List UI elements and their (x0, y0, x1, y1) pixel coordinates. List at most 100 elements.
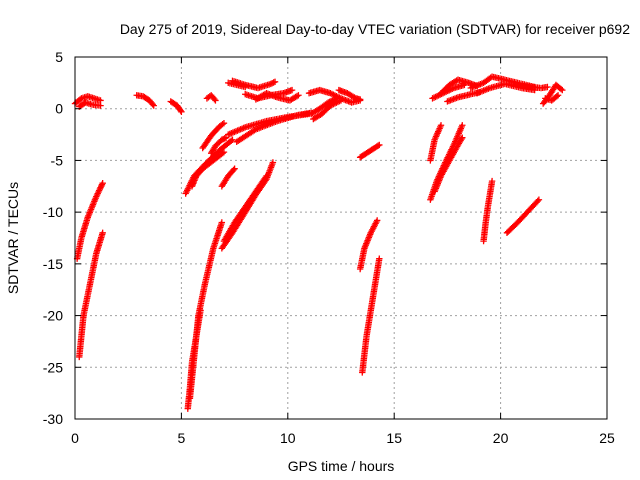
data-point (219, 149, 226, 157)
data-point (269, 159, 277, 166)
series-arc-06 (167, 98, 185, 116)
data-point (437, 122, 445, 129)
data-point (288, 86, 296, 94)
series-arc-12 (207, 134, 230, 157)
x-tick-label: 25 (599, 430, 615, 446)
series-arc-01 (71, 93, 104, 107)
series-arc-10 (188, 148, 228, 190)
y-tick-label: 5 (55, 49, 63, 65)
series-arc-40 (503, 196, 543, 237)
data-point (534, 197, 541, 205)
data-point (220, 135, 227, 143)
data-point (242, 83, 249, 91)
y-tick-label: -10 (43, 204, 63, 220)
series-arc-29 (359, 255, 383, 376)
data-point (99, 229, 106, 237)
data-point (268, 80, 276, 87)
data-point (293, 92, 301, 100)
data-point (99, 179, 106, 187)
series-arc-30 (427, 122, 445, 164)
data-point (97, 102, 104, 109)
series-arc-23 (305, 86, 364, 106)
y-tick-label: -25 (43, 359, 63, 375)
y-tick-label: -20 (43, 308, 63, 324)
data-point (212, 97, 219, 104)
data-point (149, 101, 156, 108)
y-tick-label: -30 (43, 411, 63, 427)
series-arc-22 (252, 90, 302, 104)
data-point (535, 196, 543, 203)
x-axis-title: GPS time / hours (288, 458, 395, 474)
data-point (337, 97, 345, 104)
data-point (458, 135, 465, 143)
data-point (178, 108, 185, 116)
series-arc-25 (308, 95, 340, 118)
data-point (218, 219, 226, 226)
series-arc-11 (199, 119, 228, 152)
y-tick-label: 0 (55, 101, 63, 117)
data-point (229, 136, 236, 143)
series-arc-08 (186, 219, 226, 402)
series-arc-28 (356, 217, 381, 273)
data-point (356, 96, 364, 103)
series-arc-39 (480, 177, 496, 245)
data-point (330, 96, 338, 103)
axis-ticks (74, 56, 608, 420)
data-point (373, 217, 381, 224)
x-tick-label: 10 (280, 430, 296, 446)
data-point (553, 93, 560, 100)
data-point (263, 172, 270, 180)
series-arc-35 (444, 88, 483, 105)
y-tick-label: -5 (51, 152, 64, 168)
series-arc-18 (233, 109, 315, 146)
series-arc-32 (431, 134, 466, 195)
data-point (332, 95, 339, 103)
data-point (326, 98, 333, 106)
y-tick-label: -15 (43, 256, 63, 272)
data-point (227, 137, 235, 144)
data-point (220, 119, 228, 127)
y-tick-labels: 5 0 -5 -10 -15 -20 -25 -30 (43, 49, 63, 427)
data-point (554, 92, 562, 99)
x-tick-label: 0 (71, 430, 79, 446)
data-point (351, 94, 358, 101)
data-point (329, 97, 336, 104)
data-point (267, 80, 274, 88)
data-point (218, 136, 226, 143)
series-arc-03 (73, 179, 106, 262)
plot-frame (74, 56, 608, 420)
data-point (211, 95, 218, 103)
series-arc-27 (356, 141, 383, 161)
series-arc-42 (542, 92, 562, 104)
data-point (488, 177, 496, 185)
x-tick-label: 15 (386, 430, 402, 446)
x-tick-label: 5 (178, 430, 186, 446)
y-axis-title: SDTVAR / TECUs (5, 182, 21, 294)
data-point (544, 83, 551, 91)
data-point (376, 141, 383, 149)
data-point (559, 86, 566, 94)
x-tick-labels: 0 5 10 15 20 25 (71, 430, 615, 446)
data-point (220, 148, 228, 156)
series-arc-16 (220, 172, 270, 245)
data-point (557, 85, 565, 93)
data-point (177, 107, 184, 114)
data-point (271, 78, 279, 86)
chart-title: Day 275 of 2019, Sidereal Day-to-day VTE… (120, 21, 630, 37)
data-point (270, 79, 277, 86)
data-point (295, 92, 302, 99)
series-arc-14 (218, 165, 238, 190)
grid (75, 57, 607, 419)
data-point (459, 134, 466, 141)
x-tick-label: 20 (493, 430, 509, 446)
data-point (230, 166, 237, 174)
data-point (262, 174, 269, 181)
series-arc-13 (203, 92, 219, 104)
series-arc-04 (76, 229, 106, 361)
series-arc-38 (518, 82, 551, 92)
series-arc-20 (225, 79, 249, 91)
data-point (374, 142, 382, 149)
data-point (231, 165, 238, 172)
data-point (333, 95, 340, 102)
